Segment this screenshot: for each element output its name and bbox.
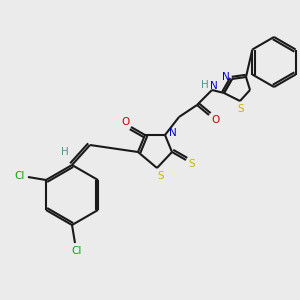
Text: H: H [201, 80, 209, 90]
Text: H: H [61, 147, 69, 157]
Text: S: S [238, 104, 244, 114]
Text: S: S [189, 159, 195, 169]
Text: O: O [121, 117, 129, 127]
Text: N: N [222, 72, 230, 82]
Text: O: O [211, 115, 219, 125]
Text: S: S [158, 171, 164, 181]
Text: Cl: Cl [15, 171, 25, 181]
Text: N: N [210, 81, 218, 91]
Text: N: N [169, 128, 177, 138]
Text: Cl: Cl [72, 246, 82, 256]
